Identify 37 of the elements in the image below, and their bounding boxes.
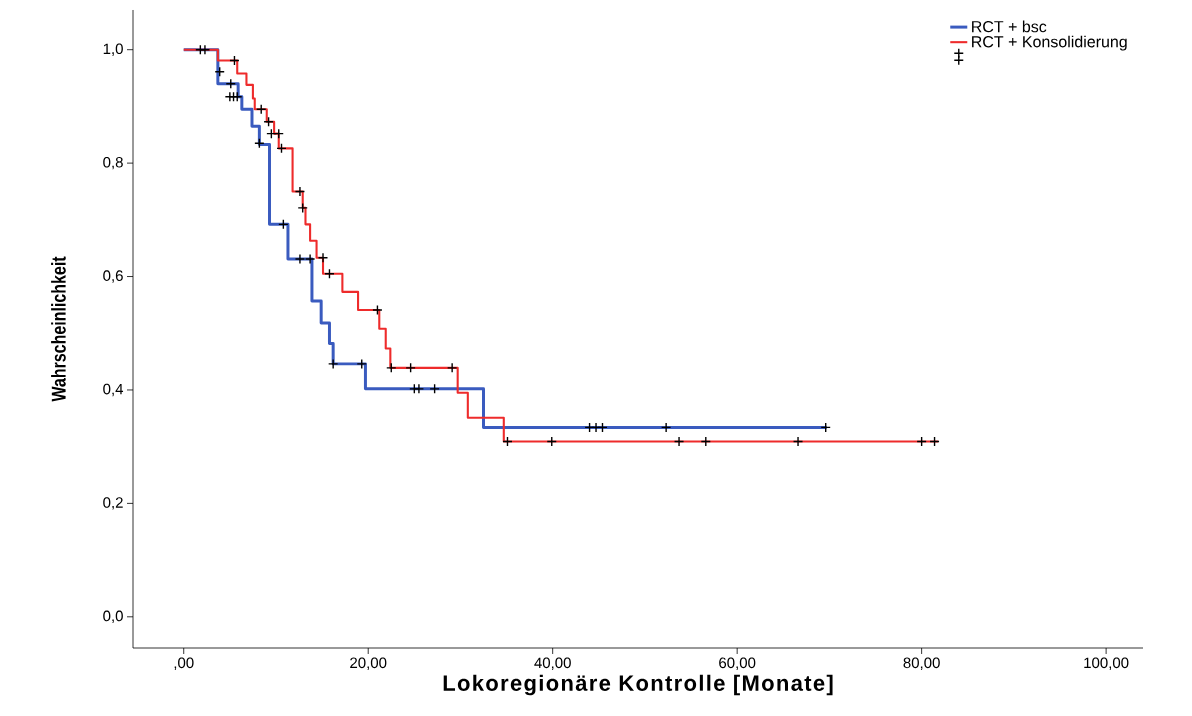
x-axis-title: Lokoregionäre Kontrolle [Monate] bbox=[443, 674, 833, 696]
point bbox=[304, 253, 316, 265]
legend-label: RCT + Konsolidierung bbox=[972, 35, 1127, 51]
x-tick-label: 80,00 bbox=[903, 657, 940, 670]
y-axis-title: Wahrscheinlichkeit bbox=[51, 256, 66, 402]
x-tick-label: ,00 bbox=[174, 657, 194, 670]
point bbox=[660, 422, 672, 433]
y-tick-label: 1,0 bbox=[103, 43, 123, 56]
x-tick-label: 40,00 bbox=[534, 657, 571, 670]
y-tick-label: 0,0 bbox=[103, 610, 123, 624]
point bbox=[294, 253, 306, 265]
point bbox=[916, 436, 927, 447]
point bbox=[317, 252, 329, 264]
point bbox=[327, 358, 339, 370]
y-tick-label: 0,2 bbox=[103, 497, 123, 510]
x-tick-label: 100,00 bbox=[1084, 657, 1129, 670]
point bbox=[929, 436, 940, 447]
point bbox=[673, 436, 685, 447]
point bbox=[214, 66, 225, 78]
legend-label: RCT + bsc bbox=[972, 20, 1047, 33]
y-tick-label: 0,6 bbox=[103, 270, 123, 283]
point bbox=[372, 304, 383, 316]
point bbox=[429, 383, 440, 395]
y-tick-label: 0,4 bbox=[103, 383, 124, 397]
x-tick-label: 20,00 bbox=[350, 657, 387, 670]
point bbox=[502, 436, 513, 447]
y-tick-label: 0,8 bbox=[103, 156, 123, 170]
point bbox=[386, 362, 397, 374]
x-tick-label: 60,00 bbox=[719, 657, 756, 670]
point bbox=[700, 436, 711, 447]
point bbox=[546, 436, 557, 447]
point bbox=[792, 436, 804, 447]
point bbox=[446, 362, 458, 374]
point bbox=[405, 362, 416, 374]
point bbox=[356, 358, 367, 370]
point bbox=[297, 202, 308, 214]
point bbox=[294, 186, 306, 197]
